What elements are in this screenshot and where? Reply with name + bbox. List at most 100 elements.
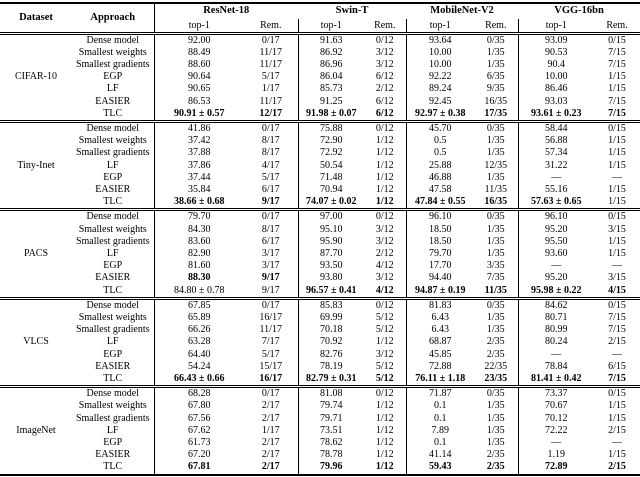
rem-value-cell: 7/15	[608, 95, 626, 107]
top1-value-cell: 47.58	[405, 183, 475, 197]
rem-value-cell: 9/17	[261, 196, 280, 208]
top1-value-cell: 37.88	[188, 147, 211, 159]
rem-value-cell: 1/12	[375, 449, 394, 461]
top1-value-cell: 66.26	[188, 324, 211, 336]
top1-value-cell: 55.16	[517, 183, 595, 197]
table-row: LF 90.65 1/17 85.73 2/12 89.24 9/35 86.46 1/15	[0, 83, 640, 96]
header-model-vgg16bn: VGG-16bn	[554, 5, 604, 16]
top1-value-cell: 81.83	[405, 296, 475, 312]
top1-value-cell: 35.84	[188, 183, 211, 195]
top1-value-cell: 0.5	[405, 147, 475, 160]
top1-value-cell: —	[517, 348, 595, 361]
approach-cell: TLC	[72, 372, 155, 387]
rem-value-cell: 4/12	[375, 284, 394, 296]
rem-value-cell: 1/12	[375, 196, 394, 208]
top1-value-cell: 70.67	[517, 400, 595, 413]
top1-value-cell: 47.84 ± 0.55	[405, 196, 475, 210]
approach-cell: LF	[72, 83, 155, 96]
top1-value-cell: 91.25	[297, 95, 365, 108]
top1-value-cell: 69.99	[297, 311, 365, 325]
top1-value-cell: 95.90	[297, 235, 365, 248]
approach-cell: LF	[72, 247, 155, 261]
rem-value-cell: 12/17	[259, 107, 283, 119]
top1-value-cell: 78.62	[297, 437, 365, 450]
top1-value-cell: 93.61 ± 0.23	[517, 107, 595, 122]
table-row: LF 67.62 1/17 73.51 1/12 7.89 1/35 72.22 2/15	[0, 424, 640, 437]
rem-value-cell: 9/35	[486, 83, 505, 95]
rem-value-cell: 3/12	[375, 235, 394, 247]
top1-value-cell: 72.22	[517, 424, 595, 437]
rem-value-cell: 1/12	[375, 336, 394, 348]
rem-value-cell: 4/17	[261, 159, 280, 171]
table-row: LF 37.86 4/17 50.54 1/12 25.88 12/35 31.22 1/15	[0, 159, 640, 172]
top1-value-cell: 74.07 ± 0.02	[297, 196, 365, 210]
approach-cell: Smallest gradients	[72, 235, 155, 248]
top1-value-cell: 56.88	[517, 135, 595, 148]
top1-value-cell: 71.87	[405, 385, 475, 401]
rem-value-cell: 2/35	[486, 336, 505, 348]
rem-value-cell: 1/15	[608, 71, 626, 83]
dataset-label: ImageNet	[0, 385, 72, 475]
top1-value-cell: 81.08	[297, 385, 365, 401]
rem-value-cell: 1/15	[608, 235, 626, 247]
top1-value-cell: 81.41 ± 0.42	[517, 372, 595, 387]
approach-cell: Smallest weights	[72, 135, 155, 148]
top1-value-cell: 71.48	[297, 171, 365, 184]
top1-value-cell: 76.11 ± 1.18	[405, 372, 475, 387]
rem-value-cell: 1/35	[486, 58, 505, 70]
top1-value-cell: 93.60	[517, 247, 595, 261]
top1-value-cell: 78.84	[517, 360, 595, 373]
table-row: TLC 67.81 2/17 79.96 1/12 59.43 2/35 72.89 2/15	[0, 461, 640, 475]
table-row: Smallest weights 67.80 2/17 79.74 1/12 0.1 1/3…	[0, 400, 640, 413]
rem-value-cell: 0/12	[364, 296, 407, 312]
rem-value-cell: —	[612, 348, 623, 360]
top1-value-cell: 54.24	[188, 360, 211, 372]
approach-cell: Dense model	[72, 33, 155, 47]
table-row: VLCS Dense model 67.85 0/17 85.83 0/12 81.83 0/…	[0, 296, 640, 387]
top1-value-cell: 95.10	[297, 223, 365, 236]
table-row: LF 82.90 3/17 87.70 2/12 79.70 1/35 93.60 1/15	[0, 247, 640, 261]
top1-value-cell: 45.70	[405, 119, 475, 136]
top1-value-cell: 0.1	[405, 437, 475, 450]
rem-value-cell: 0/17	[244, 296, 299, 312]
top1-value-cell: 41.86	[154, 119, 244, 136]
table-row: PACS Dense model 79.70 0/17 97.00 0/12 96.10 0/…	[0, 208, 640, 299]
top1-value-cell: 37.42	[188, 135, 211, 147]
top1-value-cell: 18.50	[405, 235, 475, 248]
table-row: EASIER 54.24 15/17 78.19 5/12 72.88 22/35 78.84…	[0, 360, 640, 373]
approach-cell: Dense model	[72, 208, 155, 224]
rem-value-cell: 2/15	[608, 336, 626, 348]
rem-value-cell: 1/15	[608, 159, 626, 171]
rem-value-cell: 5/12	[375, 324, 394, 336]
top1-value-cell: 84.80 ± 0.78	[174, 284, 225, 296]
approach-cell: EASIER	[72, 95, 155, 108]
rem-value-cell: 3/17	[261, 247, 280, 259]
rem-value-cell: 0/17	[261, 34, 280, 46]
top1-value-cell: 72.88	[405, 360, 475, 373]
rem-value-cell: —	[612, 437, 623, 448]
top1-value-cell: 0.5	[405, 135, 475, 148]
rem-value-cell: 3/12	[375, 58, 394, 70]
table-row: TLC 38.66 ± 0.68 9/17 74.07 ± 0.02 1/12 47.84…	[0, 196, 640, 210]
approach-cell: Dense model	[72, 296, 155, 312]
rem-value-cell: 0/15	[594, 208, 640, 224]
table-row: CIFAR-10 Dense model 92.00 0/17 91.63 0/12 93.…	[0, 33, 640, 82]
dataset-label: VLCS	[0, 296, 72, 387]
table-header: Dataset Approach ResNet-18 Swin-T Mobile…	[0, 3, 640, 35]
top1-value-cell: 79.70	[154, 208, 244, 224]
table-row: ImageNet Dense model 68.28 0/17 81.08 0/12 71.…	[0, 385, 640, 475]
top1-value-cell: 6.43	[405, 311, 475, 325]
rem-value-cell: 1/17	[261, 424, 280, 436]
rem-value-cell: 12/35	[484, 159, 508, 171]
approach-cell: EGP	[72, 171, 155, 184]
rem-value-cell: 1/35	[486, 324, 505, 336]
top1-value-cell: 90.4	[517, 58, 595, 72]
rem-value-cell: 1/12	[375, 412, 394, 424]
rem-value-cell: 4/15	[608, 284, 626, 296]
approach-cell: Smallest gradients	[72, 147, 155, 160]
top1-value-cell: 96.57 ± 0.41	[297, 284, 365, 299]
approach-cell: Smallest gradients	[72, 412, 155, 425]
top1-value-cell: 92.22	[405, 71, 475, 84]
top1-value-cell: 18.50	[405, 223, 475, 236]
